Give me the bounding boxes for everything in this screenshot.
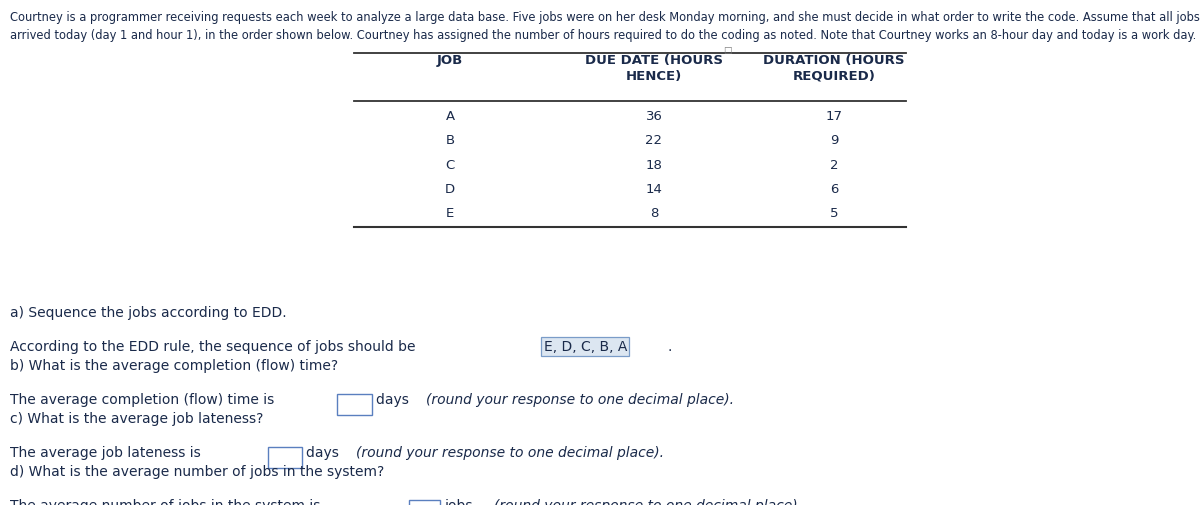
Text: The average completion (flow) time is: The average completion (flow) time is <box>10 393 278 407</box>
Text: E: E <box>446 207 454 220</box>
Text: 9: 9 <box>830 134 838 147</box>
Text: d) What is the average number of jobs in the system?: d) What is the average number of jobs in… <box>10 465 384 479</box>
Text: JOB: JOB <box>437 54 463 67</box>
Text: .: . <box>667 340 672 354</box>
Text: jobs: jobs <box>444 499 476 505</box>
Text: A: A <box>445 110 455 123</box>
Text: D: D <box>445 183 455 196</box>
Text: E, D, C, B, A: E, D, C, B, A <box>544 340 626 354</box>
Text: days: days <box>306 446 343 460</box>
Text: b) What is the average completion (flow) time?: b) What is the average completion (flow)… <box>10 359 337 373</box>
Text: 14: 14 <box>646 183 662 196</box>
Text: 2: 2 <box>829 159 839 172</box>
Text: DURATION (HOURS
REQUIRED): DURATION (HOURS REQUIRED) <box>763 54 905 82</box>
Text: B: B <box>445 134 455 147</box>
Text: The average number of jobs in the system is: The average number of jobs in the system… <box>10 499 324 505</box>
Text: a) Sequence the jobs according to EDD.: a) Sequence the jobs according to EDD. <box>10 306 287 320</box>
Text: days: days <box>376 393 413 407</box>
Text: □: □ <box>724 46 732 56</box>
Text: 36: 36 <box>646 110 662 123</box>
Text: (round your response to one decimal place).: (round your response to one decimal plac… <box>426 393 734 407</box>
Text: (round your response to one decimal place).: (round your response to one decimal plac… <box>494 499 803 505</box>
Text: 17: 17 <box>826 110 842 123</box>
Text: 5: 5 <box>829 207 839 220</box>
FancyBboxPatch shape <box>268 447 302 468</box>
Text: (round your response to one decimal place).: (round your response to one decimal plac… <box>356 446 665 460</box>
FancyBboxPatch shape <box>409 500 440 505</box>
Text: arrived today (day 1 and hour 1), in the order shown below. Courtney has assigne: arrived today (day 1 and hour 1), in the… <box>10 29 1196 42</box>
Text: The average job lateness is: The average job lateness is <box>10 446 205 460</box>
Text: Courtney is a programmer receiving requests each week to analyze a large data ba: Courtney is a programmer receiving reque… <box>10 11 1200 24</box>
FancyBboxPatch shape <box>337 394 372 415</box>
Text: C: C <box>445 159 455 172</box>
Text: According to the EDD rule, the sequence of jobs should be: According to the EDD rule, the sequence … <box>10 340 420 354</box>
Text: 6: 6 <box>830 183 838 196</box>
Text: 22: 22 <box>646 134 662 147</box>
Text: DUE DATE (HOURS
HENCE): DUE DATE (HOURS HENCE) <box>586 54 722 82</box>
Text: 18: 18 <box>646 159 662 172</box>
Text: c) What is the average job lateness?: c) What is the average job lateness? <box>10 412 263 426</box>
Text: 8: 8 <box>650 207 658 220</box>
